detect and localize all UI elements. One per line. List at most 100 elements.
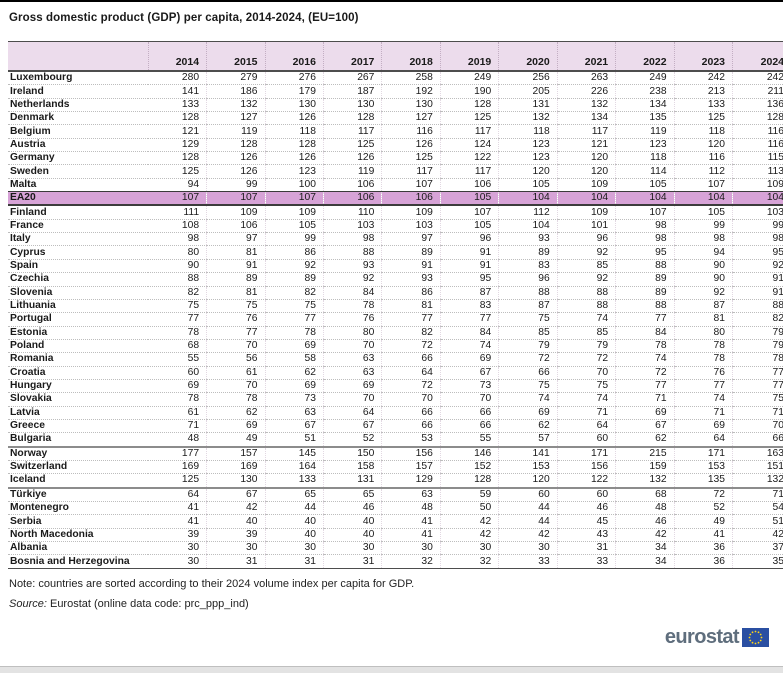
value-cell: 120 [557,165,615,178]
value-cell: 40 [265,528,323,541]
value-cell: 134 [616,98,674,111]
value-cell: 104 [499,192,557,206]
country-name-cell: Czechia [8,273,148,286]
value-cell: 70 [733,419,783,432]
value-cell: 169 [207,460,265,473]
value-cell: 82 [265,286,323,299]
value-cell: 113 [733,165,783,178]
value-cell: 66 [733,433,783,447]
country-name-cell: Latvia [8,406,148,419]
value-cell: 186 [207,85,265,98]
value-cell: 46 [616,515,674,528]
value-cell: 41 [148,502,206,515]
value-cell: 75 [733,393,783,406]
value-cell: 32 [382,555,440,569]
country-name-cell: Montenegro [8,502,148,515]
year-column-header: 2024 [733,42,783,72]
value-cell: 98 [616,219,674,232]
value-cell: 279 [207,71,265,85]
value-cell: 107 [382,178,440,191]
value-cell: 128 [207,138,265,151]
value-cell: 82 [148,286,206,299]
value-cell: 111 [148,205,206,219]
value-cell: 242 [733,71,783,85]
country-name-cell: Germany [8,152,148,165]
country-name-cell: North Macedonia [8,528,148,541]
value-cell: 125 [382,152,440,165]
value-cell: 105 [674,205,732,219]
value-cell: 177 [148,447,206,461]
country-name-cell: Lithuania [8,299,148,312]
value-cell: 145 [265,447,323,461]
value-cell: 74 [440,339,498,352]
value-cell: 84 [616,326,674,339]
value-cell: 78 [674,353,732,366]
value-cell: 88 [616,299,674,312]
value-cell: 187 [323,85,381,98]
value-cell: 69 [265,379,323,392]
value-cell: 110 [323,205,381,219]
value-cell: 267 [323,71,381,85]
value-cell: 42 [440,515,498,528]
value-cell: 120 [499,165,557,178]
value-cell: 49 [207,433,265,447]
value-cell: 79 [557,339,615,352]
value-cell: 78 [616,339,674,352]
value-cell: 124 [440,138,498,151]
value-cell: 116 [733,138,783,151]
top-divider [0,0,783,2]
value-cell: 192 [382,85,440,98]
value-cell: 43 [557,528,615,541]
value-cell: 66 [382,406,440,419]
eu-flag-icon [742,628,769,647]
year-column-header: 2016 [265,42,323,72]
value-cell: 127 [207,112,265,125]
value-cell: 34 [616,542,674,555]
value-cell: 76 [207,313,265,326]
value-cell: 82 [733,313,783,326]
country-name-cell: Italy [8,233,148,246]
value-cell: 126 [323,152,381,165]
value-cell: 77 [382,313,440,326]
value-cell: 127 [382,112,440,125]
value-cell: 92 [557,246,615,259]
value-cell: 211 [733,85,783,98]
value-cell: 104 [674,192,732,206]
value-cell: 109 [557,205,615,219]
value-cell: 78 [674,339,732,352]
value-cell: 81 [207,286,265,299]
value-cell: 92 [557,273,615,286]
value-cell: 83 [440,299,498,312]
year-column-header: 2020 [499,42,557,72]
value-cell: 31 [557,542,615,555]
value-cell: 157 [207,447,265,461]
value-cell: 86 [265,246,323,259]
value-cell: 36 [674,555,732,569]
value-cell: 70 [440,393,498,406]
value-cell: 117 [557,125,615,138]
value-cell: 78 [148,393,206,406]
value-cell: 40 [265,515,323,528]
value-cell: 105 [440,192,498,206]
country-name-cell: Croatia [8,366,148,379]
value-cell: 126 [207,165,265,178]
value-cell: 125 [148,165,206,178]
year-column-header: 2019 [440,42,498,72]
value-cell: 44 [265,502,323,515]
value-cell: 133 [148,98,206,111]
value-cell: 171 [557,447,615,461]
value-cell: 37 [733,542,783,555]
value-cell: 126 [382,138,440,151]
value-cell: 80 [148,246,206,259]
year-column-header: 2015 [207,42,265,72]
value-cell: 66 [440,406,498,419]
value-cell: 123 [265,165,323,178]
value-cell: 30 [148,555,206,569]
